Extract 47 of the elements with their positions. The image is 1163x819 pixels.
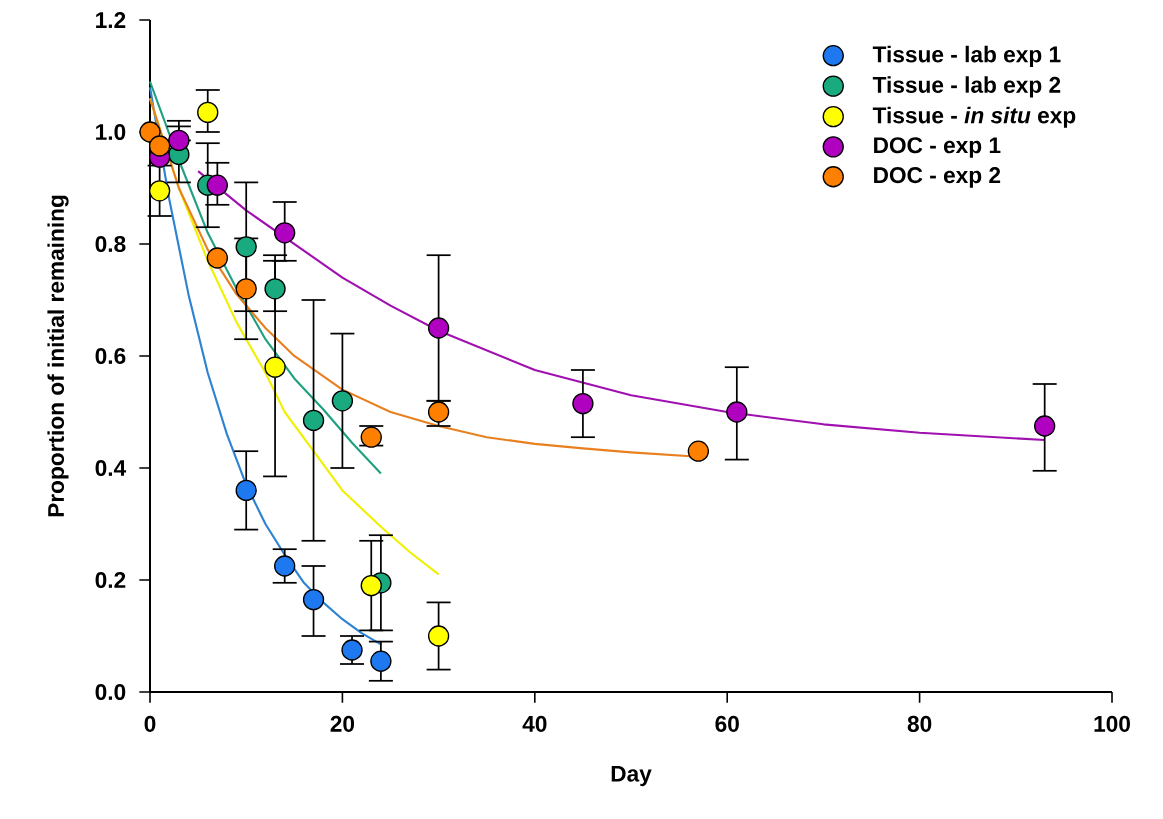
legend-label: DOC - exp 2 [874,167,1001,188]
point [427,625,450,647]
point [331,390,354,412]
point [139,121,161,143]
point [572,392,594,415]
x-tick-label: 0 [144,715,156,732]
line-series [148,86,382,646]
legend-label: Tissue - lab exp 1 [872,45,1061,67]
point [148,180,171,202]
y-tick-label: 0.0 [95,683,126,701]
point [726,401,748,423]
y-tick-label: 1.0 [96,123,126,141]
point [370,650,392,672]
y-tick-label: 0.2 [95,571,126,589]
legend-label: Tissue - in situ exp [872,106,1076,128]
point [148,135,171,157]
x-tick-label: 40 [522,715,547,732]
line-series [148,80,382,475]
legend-label: Tissue - lab exp 2 [872,76,1061,98]
point [264,278,286,300]
point [427,317,450,339]
point [360,574,382,597]
point [206,247,229,269]
y-tick-label: 0.8 [95,235,126,253]
y-tick-label: 0.6 [95,347,126,365]
point [302,588,325,611]
point [168,129,190,152]
x-tick-label: 80 [907,715,932,732]
point [235,278,257,300]
point [1034,415,1056,437]
y-tick-label: 0.4 [95,459,127,477]
y-tick-label: 1.2 [96,12,126,28]
point [687,440,710,462]
point [302,409,325,432]
point [235,236,257,258]
point [206,174,229,196]
y-axis-title: Proportion of initial remaining [47,195,69,517]
point [197,101,219,124]
point [264,356,286,378]
x-tick-label: 20 [330,715,355,732]
x-tick-label: 100 [1094,715,1130,732]
x-tick-label: 60 [715,715,739,732]
x-axis-title: Day [611,765,652,787]
point [274,222,296,244]
point [235,479,257,502]
legend-label: DOC - exp 1 [874,137,1001,158]
point [274,555,296,577]
